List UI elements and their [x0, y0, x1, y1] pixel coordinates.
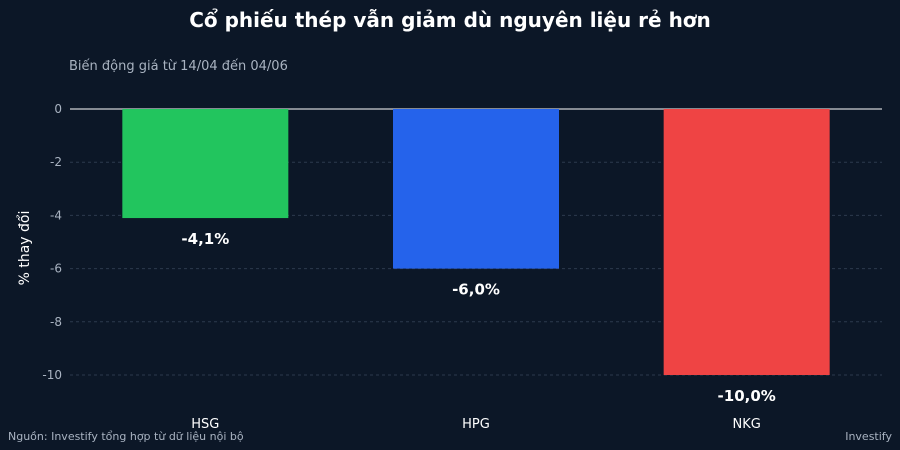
y-tick-label: -10: [42, 368, 62, 382]
brand-label: Investify: [845, 430, 892, 443]
data-label-nkg: -10,0%: [718, 387, 776, 405]
y-tick-label: -8: [50, 315, 62, 329]
data-labels: -4,1% -6,0% -10,0%: [181, 230, 775, 405]
y-tick-label: -2: [50, 155, 62, 169]
y-tick-label: 0: [54, 102, 62, 116]
bar-hsg: [122, 109, 289, 219]
x-category-nkg: NKG: [733, 417, 761, 432]
x-category-hsg: HSG: [191, 417, 219, 432]
y-tick-label: -4: [50, 208, 62, 222]
y-axis-title: % thay đổi: [16, 211, 33, 286]
data-label-hsg: -4,1%: [181, 230, 229, 248]
data-label-hpg: -6,0%: [452, 281, 500, 299]
x-category-hpg: HPG: [462, 417, 490, 432]
chart-title: Cổ phiếu thép vẫn giảm dù nguyên liệu rẻ…: [189, 8, 711, 32]
bar-nkg: [663, 109, 830, 375]
y-axis-ticks: 0 -2 -4 -6 -8 -10: [42, 102, 62, 382]
chart-subtitle: Biến động giá từ 14/04 đến 04/06: [69, 59, 288, 74]
x-axis-categories: HSG HPG NKG: [191, 417, 761, 432]
y-tick-label: -6: [50, 262, 62, 276]
bar-hpg: [393, 109, 559, 269]
bars: [122, 109, 830, 375]
source-note: Nguồn: Investify tổng hợp từ dữ liệu nội…: [8, 430, 244, 443]
